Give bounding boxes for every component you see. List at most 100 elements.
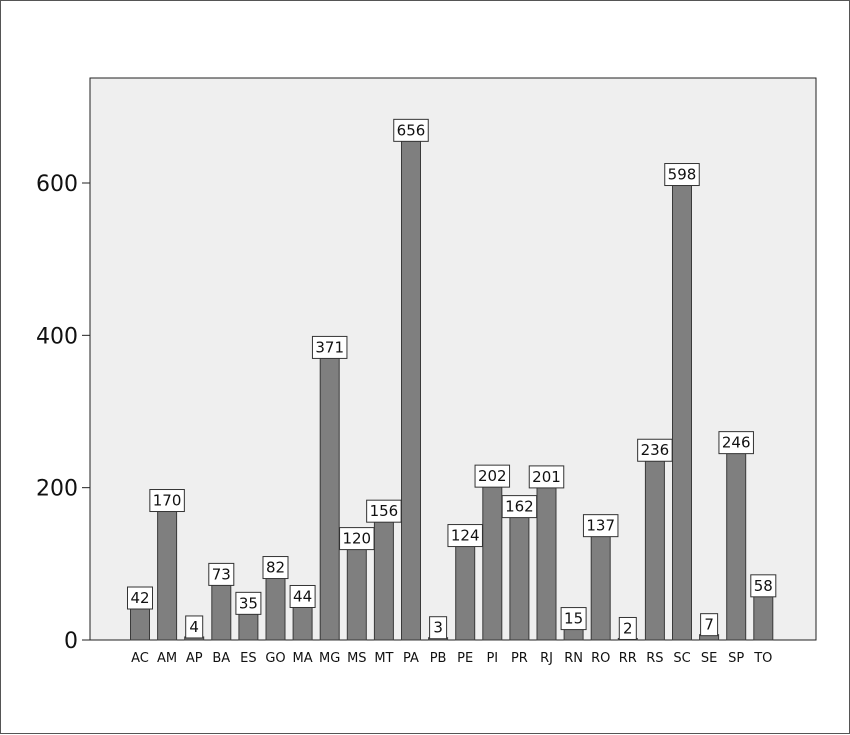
data-label-box <box>235 591 262 615</box>
bar-ma <box>292 605 313 641</box>
data-label-box <box>582 514 619 538</box>
x-tick-label-pe: PE <box>457 651 473 666</box>
bar-rn <box>563 628 584 641</box>
x-tick-label-pb: PB <box>430 651 447 666</box>
data-label-box <box>185 615 204 639</box>
x-tick-label-to: TO <box>753 651 772 666</box>
x-tick-label-ms: MS <box>347 651 366 666</box>
x-tick-label-ac: AC <box>131 651 149 666</box>
plot-area <box>89 77 817 641</box>
data-label-to: 58 <box>754 577 773 595</box>
y-tick-label: 600 <box>36 172 78 197</box>
bar-ro <box>590 535 611 641</box>
data-label-ac: 42 <box>130 589 149 607</box>
data-label-ro: 137 <box>586 517 615 535</box>
x-axis: AC AM AP BA ES GO MA MG MS MT PA PB PE PI PR RJ RN RO RR RS… <box>131 651 772 666</box>
data-label-pe: 124 <box>451 527 480 545</box>
x-tick-label-sp: SP <box>728 651 744 666</box>
data-label-box <box>700 613 719 637</box>
data-label-box <box>750 574 777 598</box>
y-axis: 0 200 400 600 <box>36 172 90 654</box>
y-tick-label: 0 <box>64 629 78 654</box>
data-label-es: 35 <box>239 594 258 612</box>
bar-mt <box>373 520 394 641</box>
data-label-am: 170 <box>153 492 182 510</box>
y-tick-label: 200 <box>36 477 78 502</box>
bar-ba <box>211 583 232 641</box>
data-label-box <box>718 431 754 455</box>
data-label-box <box>618 616 637 640</box>
x-tick-label-rn: RN <box>564 651 583 666</box>
x-tick-label-mt: MT <box>374 651 393 666</box>
data-label-mt: 156 <box>370 502 399 520</box>
x-tick-label-es: ES <box>240 651 256 666</box>
data-label-rs: 236 <box>641 441 670 459</box>
data-label-mg: 371 <box>315 338 344 356</box>
bar-ac <box>130 607 150 641</box>
x-tick-label-se: SE <box>701 651 717 666</box>
data-label-box <box>262 556 289 580</box>
x-tick-label-ma: MA <box>293 651 313 666</box>
bar-ms <box>346 548 367 641</box>
x-tick-label-pr: PR <box>511 651 528 666</box>
data-label-sp: 246 <box>722 434 751 452</box>
bar-pi <box>482 485 503 641</box>
bars <box>130 139 774 641</box>
data-label-box <box>429 616 448 640</box>
data-label-box <box>560 607 587 631</box>
x-tick-label-mg: MG <box>319 651 340 666</box>
data-label-pi: 202 <box>478 467 507 485</box>
data-label-box <box>127 586 153 610</box>
data-label-pa: 656 <box>397 121 426 139</box>
bar-to <box>753 595 774 641</box>
data-label-box <box>339 527 375 551</box>
x-tick-label-go: GO <box>265 651 285 666</box>
x-tick-label-rs: RS <box>646 651 663 666</box>
data-label-go: 82 <box>266 559 285 577</box>
x-tick-label-rj: RJ <box>540 651 553 666</box>
x-tick-label-sc: SC <box>673 651 690 666</box>
bar-pr <box>509 516 530 641</box>
data-label-box <box>393 118 429 142</box>
bar-am <box>157 510 178 641</box>
data-label-pr: 162 <box>505 498 534 516</box>
bar-rs <box>644 459 665 641</box>
x-tick-label-ro: RO <box>591 651 610 666</box>
data-label-ms: 120 <box>342 530 371 548</box>
x-tick-label-am: AM <box>157 651 177 666</box>
bar-sc <box>672 184 692 641</box>
data-label-ap: 4 <box>189 618 199 636</box>
bar-pa <box>401 139 421 641</box>
bar-es <box>238 612 259 641</box>
data-label-box <box>501 495 538 519</box>
data-label-box <box>366 499 402 523</box>
data-label-rj: 201 <box>532 468 561 486</box>
y-tick-label: 400 <box>36 324 78 349</box>
x-tick-label-pi: PI <box>486 651 498 666</box>
data-label-box <box>289 584 316 608</box>
bar-sp <box>726 452 747 641</box>
data-label-ma: 44 <box>293 587 312 605</box>
data-label-box <box>474 464 511 488</box>
data-label-ba: 73 <box>212 565 231 583</box>
data-label-rn: 15 <box>564 610 583 628</box>
x-tick-label-rr: RR <box>619 651 637 666</box>
data-label-box <box>637 438 673 462</box>
data-label-se: 7 <box>704 616 714 634</box>
bar-rj <box>536 486 557 641</box>
data-label-pb: 3 <box>433 619 443 637</box>
data-label-sc: 598 <box>668 166 697 184</box>
x-tick-label-ap: AP <box>186 651 203 666</box>
bar-mg <box>319 356 340 641</box>
data-label-box <box>528 465 565 489</box>
bar-pe <box>455 545 476 641</box>
data-label-box <box>447 524 483 548</box>
data-label-box <box>149 489 185 513</box>
x-tick-label-pa: PA <box>403 651 419 666</box>
data-labels: 42 170 4 73 35 82 44 371 120 156 656 3 124 202 162 201 1… <box>127 118 777 640</box>
data-label-box <box>208 562 235 586</box>
data-label-box <box>311 335 348 359</box>
data-label-rr: 2 <box>623 619 633 637</box>
